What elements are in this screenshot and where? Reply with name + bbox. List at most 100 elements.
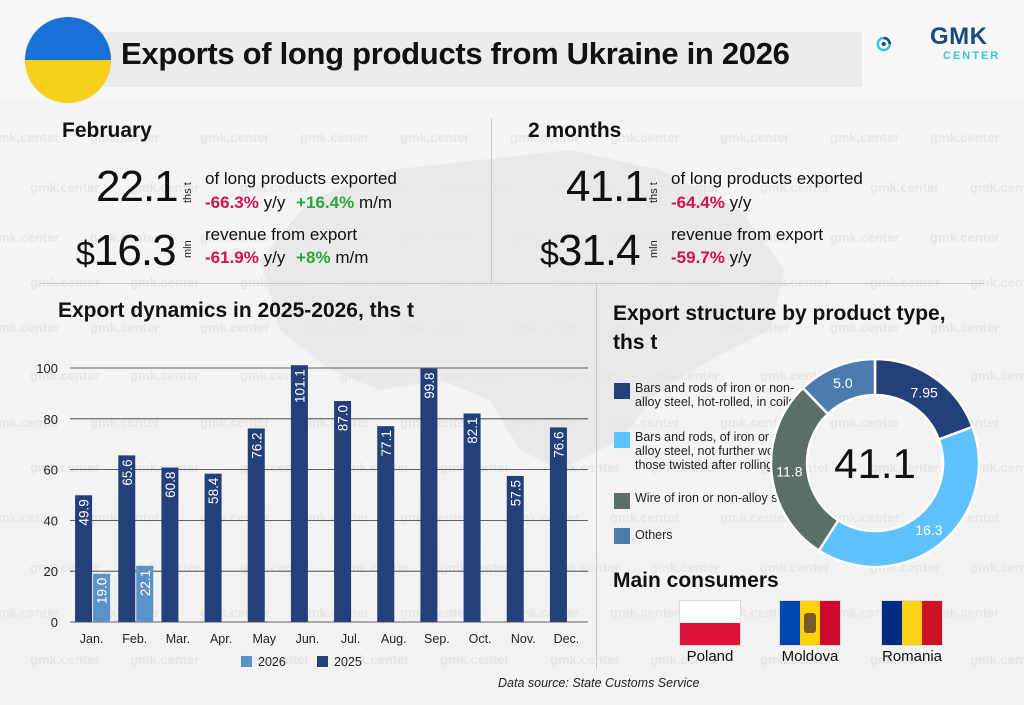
two-months-volume-yy: -64.4% bbox=[671, 193, 725, 212]
watermark-text: gmk.center bbox=[400, 230, 470, 245]
bar-label-2026: 19.0 bbox=[95, 578, 110, 604]
feb-revenue-yy-suffix: y/y bbox=[263, 248, 286, 267]
bar-label-2025: 76.2 bbox=[249, 432, 264, 458]
watermark-text: gmk.center bbox=[340, 180, 410, 195]
watermark-text: gmk.center bbox=[240, 180, 310, 195]
watermark-text: gmk.center bbox=[130, 368, 200, 383]
watermark-text: gmk.center bbox=[340, 368, 410, 383]
y-tick-label: 100 bbox=[36, 361, 58, 376]
watermark-text: gmk.center bbox=[200, 320, 270, 335]
gmk-logo-icon bbox=[876, 36, 891, 52]
watermark-text: gmk.center bbox=[510, 320, 580, 335]
feb-volume-change: -66.3% y/y +16.4% m/m bbox=[205, 193, 392, 213]
x-tick-label: Jul. bbox=[341, 632, 360, 646]
watermark-text: gmk.center bbox=[400, 130, 470, 145]
bar-2025 bbox=[377, 426, 395, 622]
x-tick-label: Dec. bbox=[554, 632, 580, 646]
watermark-text: gmk.center bbox=[30, 460, 100, 475]
feb-revenue-mm-suffix: m/m bbox=[335, 248, 369, 267]
watermark-text: gmk.center bbox=[720, 130, 790, 145]
bar-label-2025: 87.0 bbox=[336, 405, 351, 431]
watermark-text: gmk.center bbox=[200, 230, 270, 245]
watermark-text: gmk.center bbox=[300, 130, 370, 145]
export-structure-donut-chart: 7.95 16.3 11.8 5.0 41.1 bbox=[770, 358, 980, 568]
legend-swatch-wire bbox=[614, 493, 630, 509]
watermark-text: gmk.center bbox=[130, 180, 200, 195]
watermark-text: gmk.center bbox=[400, 320, 470, 335]
watermark-text: gmk.center bbox=[240, 275, 310, 290]
donut-slice bbox=[801, 358, 877, 416]
x-tick-label: Jan. bbox=[80, 632, 104, 646]
y-tick-label: 80 bbox=[44, 412, 58, 427]
watermark-text: gmk.center bbox=[440, 275, 510, 290]
logo-subtext: CENTER bbox=[943, 50, 1001, 62]
feb-revenue-desc: revenue from export bbox=[205, 225, 358, 244]
feb-volume-yy: -66.3% bbox=[205, 193, 259, 212]
two-months-volume-unit: ths t bbox=[648, 182, 660, 203]
watermark-text: gmk.center bbox=[550, 652, 620, 667]
bar-2025 bbox=[506, 475, 524, 622]
donut-slice-label: 7.95 bbox=[911, 384, 938, 400]
structure-heading-line1: Export structure by product type, bbox=[613, 302, 946, 325]
feb-currency: $ bbox=[76, 235, 95, 273]
bar-label-2025: 49.9 bbox=[77, 499, 92, 525]
dynamics-heading: Export dynamics in 2025-2026, ths t bbox=[58, 299, 414, 322]
watermark-text: gmk.center bbox=[550, 275, 620, 290]
bar-2025 bbox=[463, 413, 481, 622]
watermark-text: gmk.center bbox=[0, 230, 60, 245]
two-months-revenue-value: $31.4 bbox=[540, 226, 641, 276]
watermark-text: gmk.center bbox=[240, 652, 310, 667]
watermark-text: gmk.center bbox=[870, 652, 940, 667]
bar-label-2025: 57.5 bbox=[508, 480, 523, 506]
watermark-text: gmk.center bbox=[720, 510, 790, 525]
page-title: Exports of long products from Ukraine in… bbox=[121, 36, 790, 71]
bar-2025 bbox=[549, 427, 567, 622]
legend-label-2026: 2026 bbox=[258, 655, 286, 669]
divider-top bbox=[491, 118, 492, 282]
data-source: Data source: State Customs Service bbox=[498, 676, 700, 690]
country-moldova: Moldova bbox=[781, 648, 839, 665]
two-months-volume-desc: of long products exported bbox=[671, 169, 863, 188]
bar-label-2025: 77.1 bbox=[379, 430, 394, 456]
watermark-text: gmk.center bbox=[510, 130, 580, 145]
y-tick-label: 20 bbox=[44, 564, 58, 579]
x-tick-label: Oct. bbox=[469, 632, 492, 646]
watermark-text: gmk.center bbox=[300, 230, 370, 245]
watermark-text: gmk.center bbox=[650, 560, 720, 575]
romania-flag-icon bbox=[882, 601, 942, 645]
watermark-text: gmk.center bbox=[30, 275, 100, 290]
bar-label-2025: 65.6 bbox=[120, 459, 135, 485]
watermark-text: gmk.center bbox=[760, 180, 830, 195]
watermark-text: gmk.center bbox=[830, 130, 900, 145]
x-tick-label: Apr. bbox=[210, 632, 232, 646]
watermark-text: gmk.center bbox=[870, 275, 940, 290]
x-tick-label: May bbox=[252, 632, 276, 646]
watermark-text: gmk.center bbox=[340, 652, 410, 667]
watermark-text: gmk.center bbox=[930, 605, 1000, 620]
two-months-currency: $ bbox=[540, 235, 559, 273]
watermark-text: gmk.center bbox=[340, 275, 410, 290]
watermark-text: gmk.center bbox=[970, 460, 1024, 475]
donut-slice-label: 11.8 bbox=[776, 463, 802, 479]
legend-swatch-bars-rods bbox=[614, 432, 630, 448]
feb-volume-value: 22.1 bbox=[96, 162, 179, 211]
watermark-text: gmk.center bbox=[650, 275, 720, 290]
donut-center-total: 41.1 bbox=[834, 440, 916, 487]
country-poland: Poland bbox=[686, 648, 734, 665]
watermark-text: gmk.center bbox=[550, 368, 620, 383]
watermark-text: gmk.center bbox=[130, 460, 200, 475]
legend-label-wire: Wire of iron or non-alloy steel bbox=[635, 491, 798, 505]
watermark-text: gmk.center bbox=[970, 652, 1024, 667]
watermark-text: gmk.center bbox=[300, 320, 370, 335]
watermark-text: gmk.center bbox=[830, 320, 900, 335]
y-tick-label: 40 bbox=[44, 513, 58, 528]
watermark-text: gmk.center bbox=[610, 605, 680, 620]
bar-2025 bbox=[334, 401, 352, 622]
watermark-text: gmk.center bbox=[720, 320, 790, 335]
country-romania: Romania bbox=[881, 648, 943, 665]
export-dynamics-bar-chart: 0 20 40 60 80 100 49.9 19.0 Jan. 65.6 22.1 Feb. 60.8… bbox=[36, 361, 588, 669]
feb-volume-mm-suffix: m/m bbox=[358, 193, 392, 212]
bar-2025 bbox=[247, 428, 265, 622]
divider-bottom bbox=[596, 283, 597, 669]
two-months-volume-value: 41.1 bbox=[566, 162, 649, 211]
